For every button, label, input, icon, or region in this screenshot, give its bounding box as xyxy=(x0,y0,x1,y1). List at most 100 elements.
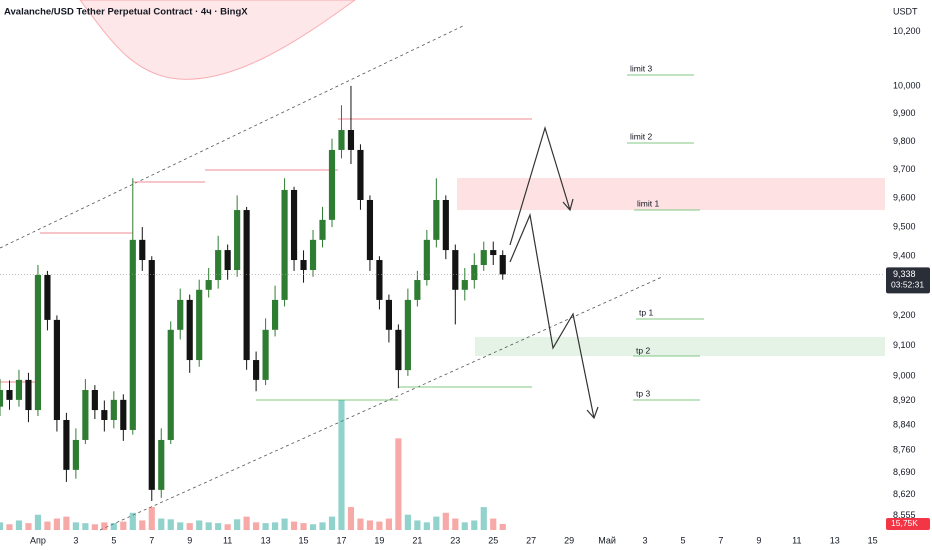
x-tick-label: 7 xyxy=(149,535,154,545)
x-tick-label: 3 xyxy=(73,535,78,545)
volume-bar xyxy=(395,438,402,530)
arrow-head xyxy=(586,406,599,420)
x-tick-label: Май xyxy=(598,535,616,545)
support-zone xyxy=(475,337,885,356)
trend-line xyxy=(99,276,663,531)
candle-body xyxy=(366,199,374,261)
x-tick-label: 15 xyxy=(868,535,878,545)
x-tick-label: 11 xyxy=(792,535,801,545)
volume-bar xyxy=(34,514,42,530)
volume-bar xyxy=(385,518,392,530)
candle-body xyxy=(101,410,108,420)
target-label: tp 3 xyxy=(636,388,650,398)
volume-bar xyxy=(101,522,108,530)
volume-bar xyxy=(328,516,336,530)
volume-bar xyxy=(25,523,32,530)
candle-body xyxy=(44,275,51,320)
candle-body xyxy=(480,250,487,266)
y-tick-label: 8,690 xyxy=(893,467,916,477)
trend-line xyxy=(0,24,466,249)
y-tick-label: 10,200 xyxy=(893,26,921,36)
volume-bar xyxy=(290,521,298,530)
arrow-path xyxy=(509,212,595,419)
y-tick-label: 8,555 xyxy=(893,510,916,520)
candle-body xyxy=(433,199,440,240)
plot-area: limit 3 limit 2 limit 1 tp 1 tp 2 tp 3 xyxy=(0,0,885,531)
y-tick-label: 9,200 xyxy=(893,310,916,320)
candle-body xyxy=(34,275,42,411)
candle-body xyxy=(442,199,449,251)
volume-bar xyxy=(243,516,250,530)
volume-bar xyxy=(490,518,497,530)
volume-bar xyxy=(215,523,222,530)
y-tick-label: 9,000 xyxy=(893,370,916,380)
volume-bar xyxy=(338,400,345,530)
volume-bar xyxy=(461,522,468,530)
x-tick-label: 9 xyxy=(187,535,192,545)
volume-bar xyxy=(347,507,355,530)
volume-bar xyxy=(480,507,487,530)
candle-body xyxy=(186,299,193,361)
candle-body xyxy=(404,299,411,371)
x-tick-label: 11 xyxy=(223,535,232,545)
candle-body xyxy=(338,130,345,150)
candle-body xyxy=(347,130,355,150)
candle-body xyxy=(110,399,117,420)
candle-body xyxy=(148,260,155,490)
last-price-label: 9,338 xyxy=(893,269,916,279)
x-tick-label: 25 xyxy=(488,535,498,545)
volume-bar xyxy=(205,522,212,530)
volume-bar xyxy=(63,516,70,530)
target-levels: limit 3 limit 2 limit 1 tp 1 tp 2 tp 3 xyxy=(627,63,704,401)
candle-body xyxy=(309,239,317,271)
volume-bar xyxy=(300,523,307,530)
volume-bar xyxy=(167,519,174,530)
candle-body xyxy=(319,219,326,240)
candle-body xyxy=(205,280,212,290)
last-price-box xyxy=(886,267,930,294)
candle-body xyxy=(215,250,222,281)
volume-bar xyxy=(423,522,430,530)
candle-body xyxy=(290,189,298,261)
candle-body xyxy=(82,390,89,440)
x-tick-label: 17 xyxy=(336,535,346,545)
x-tick-label: 21 xyxy=(412,535,422,545)
target-label: limit 3 xyxy=(630,63,652,73)
arrow-head xyxy=(562,198,574,212)
candle-body xyxy=(53,319,60,420)
candle-body xyxy=(414,280,421,300)
candle-body xyxy=(0,390,4,407)
volume-bar xyxy=(234,519,241,530)
x-tick-label: 5 xyxy=(111,535,116,545)
candle-body xyxy=(461,280,468,290)
candle-body xyxy=(224,250,231,271)
candle-body xyxy=(281,189,288,300)
volume-label-box xyxy=(886,517,930,530)
y-tick-label: 9,100 xyxy=(893,340,916,350)
candle-body xyxy=(63,419,70,470)
resistance-zone xyxy=(457,178,885,210)
volume-bar xyxy=(91,524,98,530)
volume-bar xyxy=(139,520,146,530)
candle-body xyxy=(6,390,13,400)
x-tick-label: 3 xyxy=(643,535,648,545)
candle-body xyxy=(423,239,430,281)
candle-body xyxy=(271,299,279,330)
y-tick-label: 10,000 xyxy=(893,80,921,90)
volume-bar xyxy=(357,518,364,530)
y-tick-label: 8,620 xyxy=(893,489,916,499)
volume-bar xyxy=(414,520,421,530)
target-label: tp 1 xyxy=(639,307,653,317)
x-tick-label: Апр xyxy=(30,535,46,545)
y-tick-label: 9,500 xyxy=(893,221,916,231)
x-tick-label: 5 xyxy=(680,535,685,545)
candle-body xyxy=(91,390,98,411)
candle-body xyxy=(72,439,79,470)
candle-body xyxy=(328,149,336,220)
target-label: limit 1 xyxy=(637,198,659,208)
y-tick-label: 9,600 xyxy=(893,193,916,203)
y-tick-label: 9,400 xyxy=(893,251,916,261)
volume-bar xyxy=(262,523,269,530)
x-tick-label: 29 xyxy=(564,535,574,545)
